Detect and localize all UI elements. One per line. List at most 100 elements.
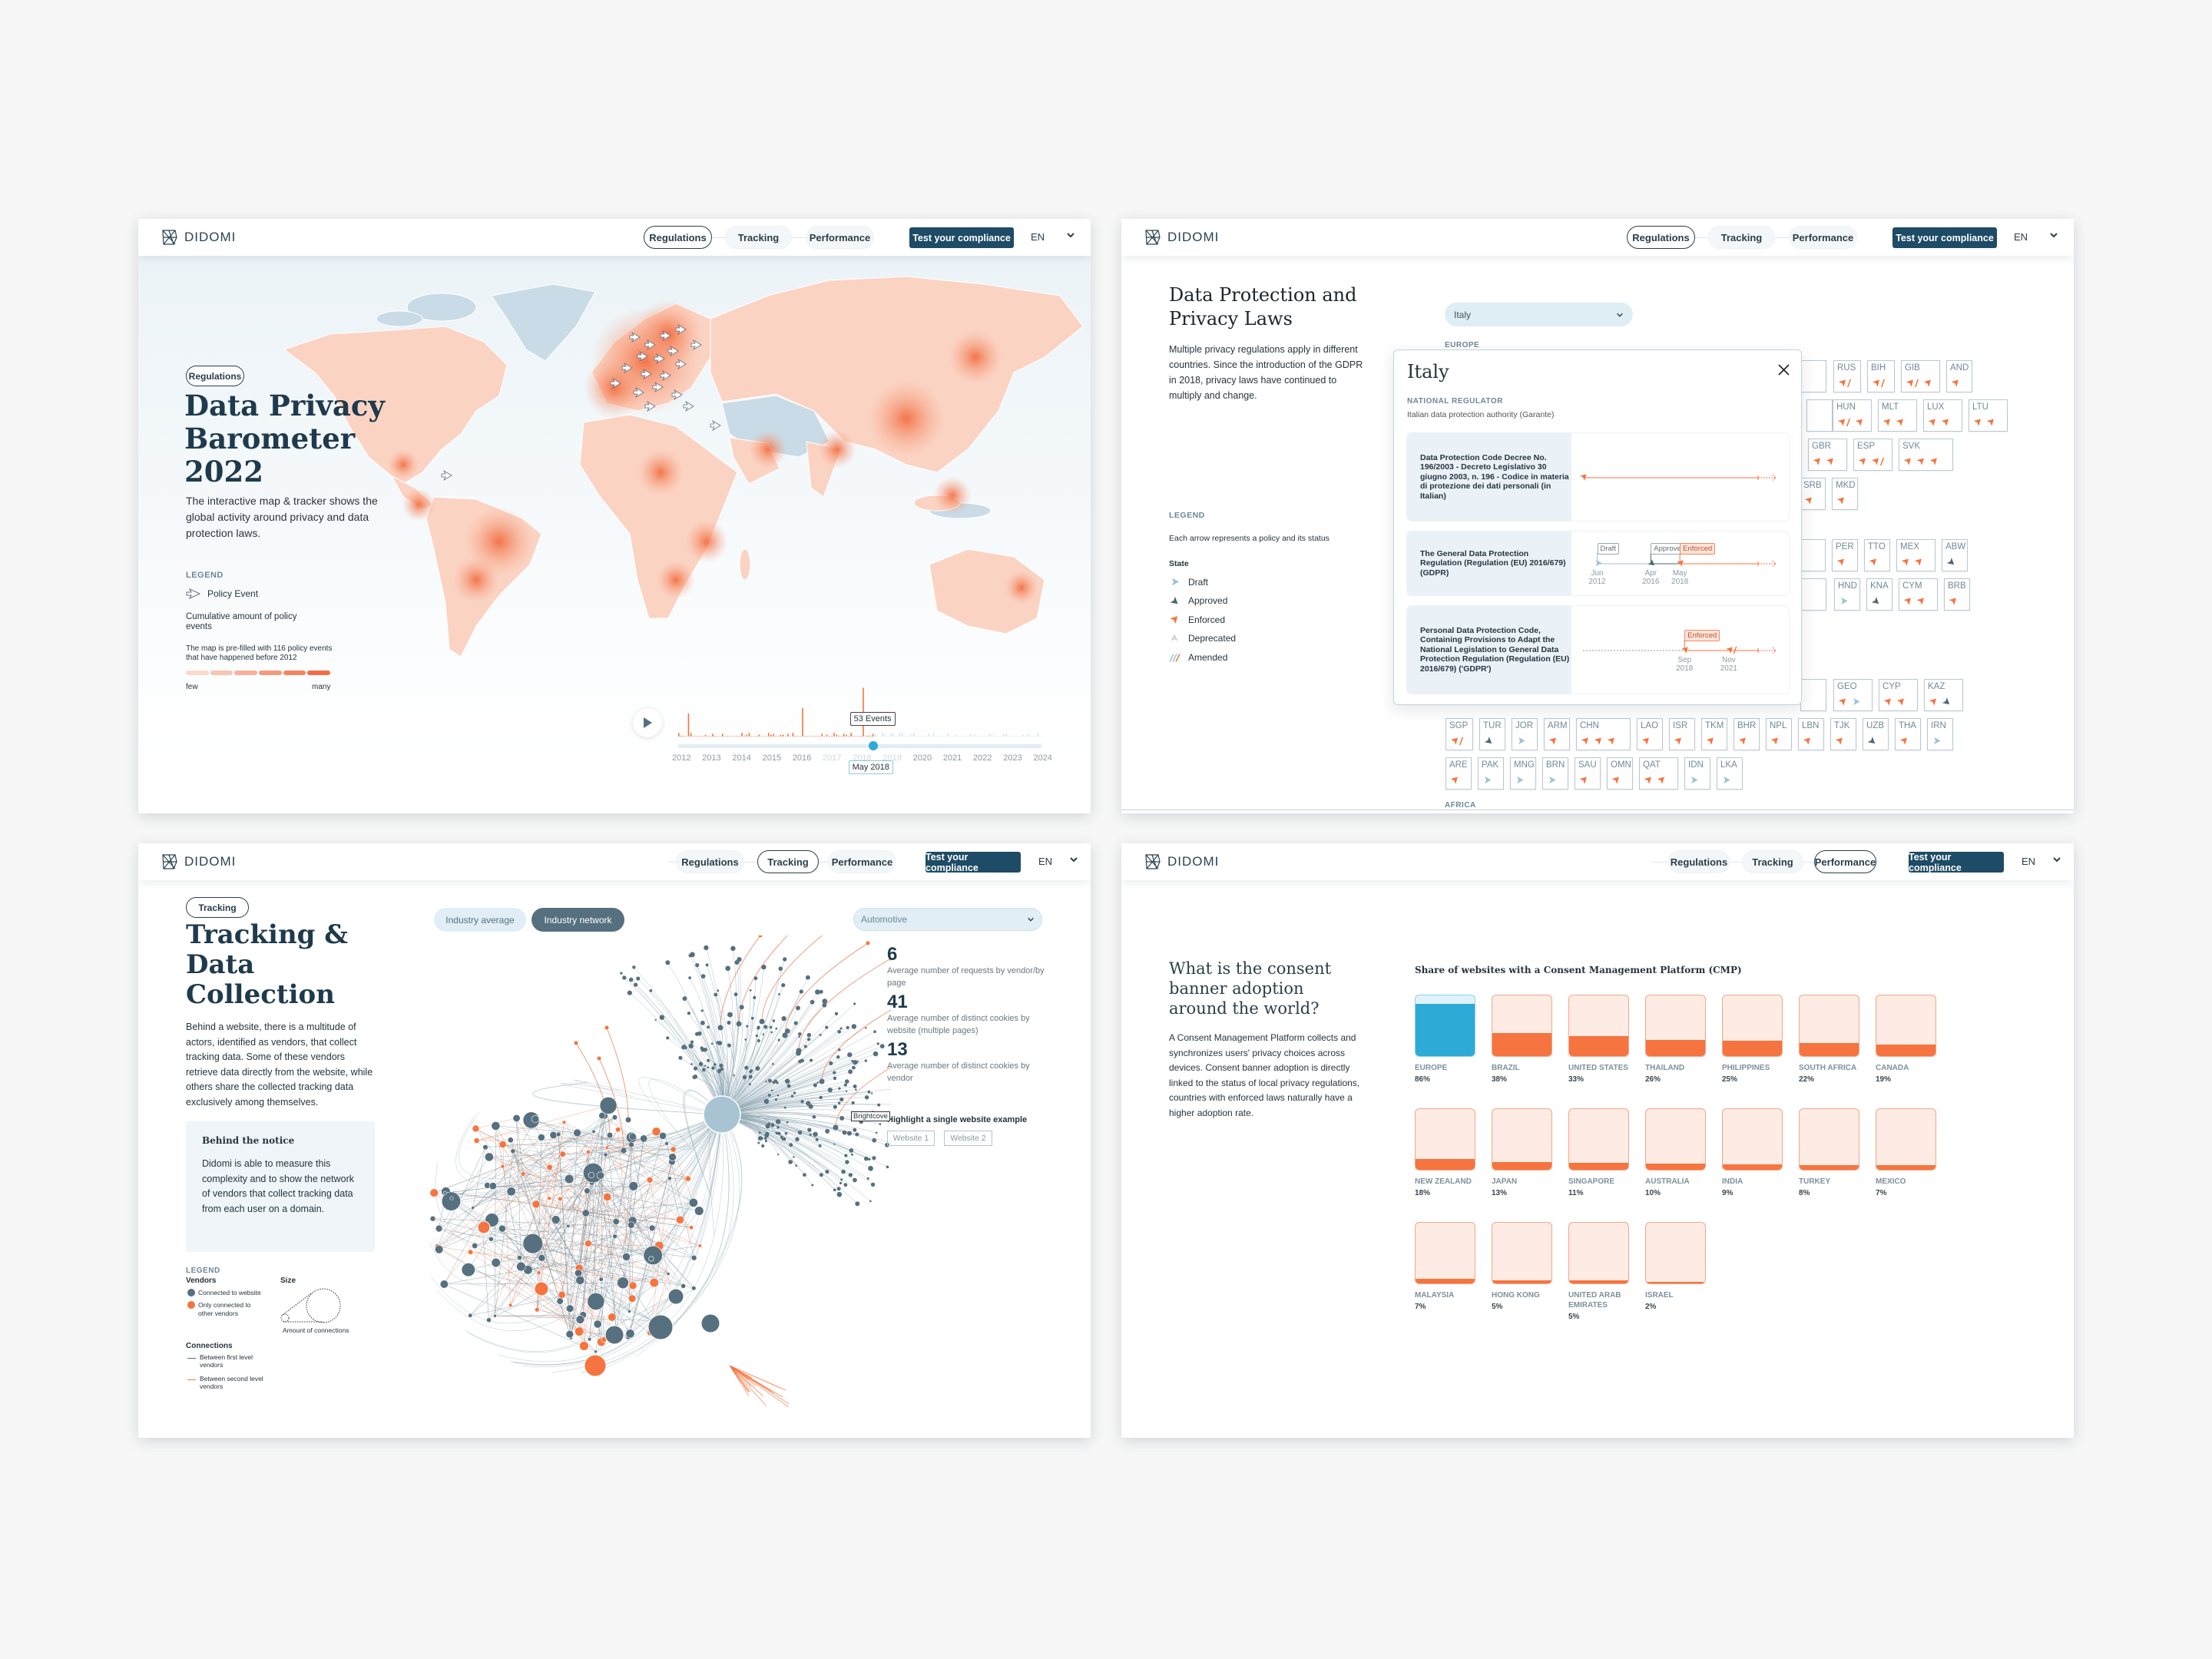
vendor-node-connected[interactable]	[790, 1094, 794, 1098]
country-tile-tkm[interactable]: TKM	[1701, 718, 1727, 750]
vendor-node-connected[interactable]	[853, 1060, 858, 1065]
vendor-node-connected[interactable]	[758, 1131, 761, 1134]
vendor-node-connected[interactable]	[805, 975, 810, 980]
vendor-node-connected[interactable]	[869, 1200, 872, 1203]
vendor-node-connected[interactable]	[867, 1090, 871, 1094]
vendor-node-connected[interactable]	[753, 995, 757, 1000]
vendor-node-other[interactable]	[866, 941, 870, 945]
vendor-node-connected[interactable]	[707, 1058, 710, 1062]
vendor-node-connected[interactable]	[537, 1133, 545, 1141]
vendor-node-connected[interactable]	[611, 1114, 618, 1121]
vendor-node-connected[interactable]	[667, 1176, 672, 1181]
policy-event-marker[interactable]	[710, 419, 721, 432]
cmp-bar[interactable]	[1645, 1222, 1706, 1284]
country-tile-partial[interactable]	[1800, 578, 1826, 611]
vendor-node-connected[interactable]	[625, 1329, 635, 1339]
language-selector[interactable]: EN	[1038, 856, 1053, 867]
vendor-node-connected[interactable]	[598, 1277, 604, 1282]
vendor-node-connected[interactable]	[833, 1071, 836, 1075]
vendor-node-connected[interactable]	[795, 1137, 800, 1141]
vendor-node-connected[interactable]	[430, 1215, 436, 1222]
vendor-node-other[interactable]	[559, 1151, 566, 1157]
nav-performance[interactable]: Performance	[806, 226, 874, 249]
vendor-node-connected[interactable]	[796, 1005, 800, 1011]
vendor-node-connected[interactable]	[687, 1012, 691, 1015]
country-tile-bhr[interactable]: BHR	[1734, 718, 1760, 750]
vendor-node-other[interactable]	[758, 935, 763, 938]
vendor-node-connected[interactable]	[517, 1255, 522, 1260]
vendor-node-connected[interactable]	[822, 998, 828, 1005]
vendor-node-connected[interactable]	[855, 1132, 859, 1137]
nav-regulations[interactable]: Regulations	[1627, 226, 1695, 249]
vendor-node-connected[interactable]	[575, 1315, 585, 1324]
vendor-node-connected[interactable]	[468, 1313, 473, 1318]
vendor-node-connected[interactable]	[435, 1245, 444, 1254]
vendor-node-connected[interactable]	[471, 1206, 475, 1210]
country-tile-lao[interactable]: LAO	[1637, 718, 1663, 750]
vendor-node-connected[interactable]	[640, 1134, 648, 1143]
vendor-node-connected[interactable]	[788, 1160, 793, 1164]
vendor-node-connected[interactable]	[782, 1137, 786, 1141]
vendor-node-connected[interactable]	[710, 1042, 714, 1045]
vendor-node-connected[interactable]	[849, 1148, 854, 1153]
vendor-node-connected[interactable]	[781, 1016, 786, 1022]
country-tile-kna[interactable]: KNA	[1866, 578, 1892, 611]
country-tile-arm[interactable]: ARM	[1544, 718, 1570, 750]
policy-event-marker[interactable]	[621, 362, 633, 374]
country-tile-esp[interactable]: ESP	[1853, 439, 1892, 471]
country-tile-tur[interactable]: TUR	[1479, 718, 1505, 750]
vendor-node-other[interactable]	[697, 1243, 702, 1248]
chevron-down-icon[interactable]	[2049, 230, 2058, 240]
vendor-node-connected[interactable]	[778, 993, 780, 995]
vendor-node-other[interactable]	[531, 1200, 541, 1209]
vendor-node-connected[interactable]	[803, 1173, 806, 1177]
vendor-node-connected[interactable]	[777, 1094, 780, 1097]
vendor-node-connected[interactable]	[845, 1160, 849, 1164]
vendor-node-other[interactable]	[615, 1127, 621, 1133]
vendor-node-connected[interactable]	[763, 1137, 767, 1141]
country-tile-lux[interactable]: LUX	[1923, 399, 1962, 432]
vendor-node-connected[interactable]	[690, 1040, 694, 1044]
vendor-node-connected[interactable]	[707, 1025, 710, 1029]
vendor-node-connected[interactable]	[837, 1029, 841, 1034]
brand-logo[interactable]: DIDOMI	[1144, 229, 1219, 246]
country-tile-gbr[interactable]: GBR	[1808, 439, 1847, 471]
vendor-node-connected[interactable]	[810, 1058, 813, 1062]
vendor-node-large[interactable]	[700, 1313, 720, 1333]
vendor-node-connected[interactable]	[872, 1156, 876, 1161]
vendor-node-connected[interactable]	[742, 1075, 747, 1080]
vendor-node-connected[interactable]	[770, 1089, 773, 1092]
vendor-node-connected[interactable]	[793, 1021, 798, 1025]
vendor-node-connected[interactable]	[435, 1224, 443, 1233]
vendor-node-connected[interactable]	[873, 1030, 876, 1034]
vendor-node-connected[interactable]	[482, 1144, 488, 1151]
policy-event-marker[interactable]	[641, 368, 652, 380]
vendor-node-connected[interactable]	[761, 1137, 763, 1140]
vendor-node-connected[interactable]	[819, 1034, 822, 1036]
vendor-node-connected[interactable]	[773, 1079, 778, 1083]
test-compliance-button[interactable]: Test your compliance	[926, 852, 1021, 873]
vendor-node-connected[interactable]	[767, 1094, 771, 1098]
vendor-node-connected[interactable]	[825, 1128, 830, 1134]
vendor-node-connected[interactable]	[774, 1098, 778, 1101]
vendor-node-connected[interactable]	[886, 1165, 889, 1169]
country-tile-kaz[interactable]: KAZ	[1924, 679, 1963, 711]
cmp-bar[interactable]	[1876, 995, 1936, 1057]
vendor-node-connected[interactable]	[853, 1128, 857, 1132]
vendor-node-other[interactable]	[604, 1025, 609, 1030]
vendor-node-large[interactable]	[477, 1220, 491, 1234]
vendor-node-connected[interactable]	[700, 1009, 704, 1012]
vendor-node-connected[interactable]	[693, 1075, 698, 1079]
vendor-node-connected[interactable]	[813, 1131, 818, 1137]
cmp-bar[interactable]	[1492, 1222, 1552, 1284]
vendor-node-connected[interactable]	[796, 1050, 801, 1056]
vendor-node-connected[interactable]	[799, 989, 803, 994]
vendor-node-connected[interactable]	[628, 1310, 631, 1313]
country-tile-isr[interactable]: ISR	[1669, 718, 1695, 750]
vendor-node-connected[interactable]	[713, 1063, 717, 1066]
vendor-node-connected[interactable]	[843, 1183, 848, 1187]
vendor-node-connected[interactable]	[688, 976, 692, 980]
vendor-node-other[interactable]	[534, 1307, 540, 1313]
vendor-node-other[interactable]	[500, 1164, 505, 1169]
vendor-node-connected[interactable]	[816, 1081, 819, 1084]
